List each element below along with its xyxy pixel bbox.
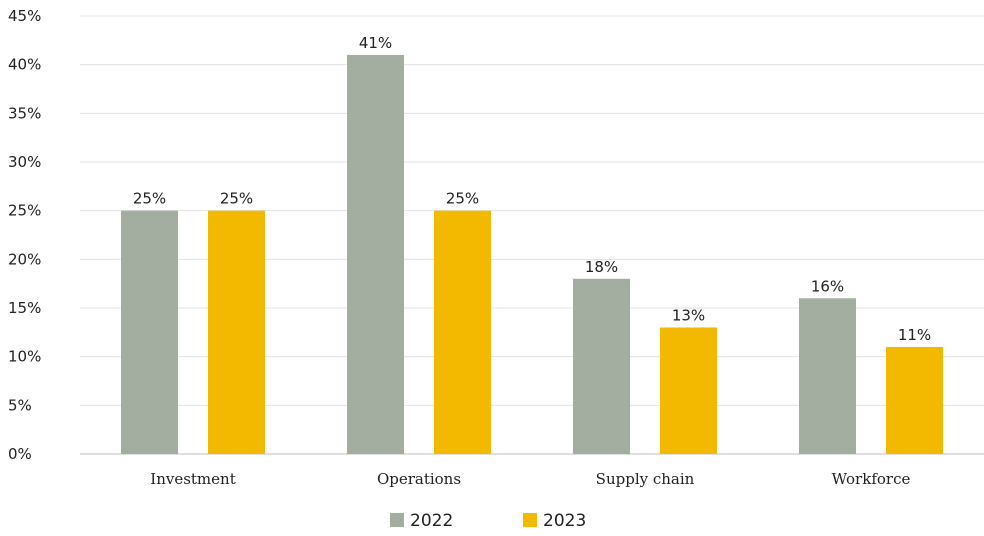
bars <box>121 54 943 454</box>
data-label: 13% <box>672 306 705 324</box>
data-label: 25% <box>220 190 253 208</box>
bar-2023-workforce <box>886 346 943 454</box>
data-labels: 25% 25% 41% 25% 18% 13% 16% 11% <box>133 34 931 344</box>
y-tick-label: 30% <box>8 153 41 171</box>
legend-label: 2023 <box>543 511 586 531</box>
y-tick-label: 45% <box>8 7 41 25</box>
bar-2023-investment <box>208 210 265 454</box>
data-label: 25% <box>133 190 166 208</box>
y-tick-label: 0% <box>8 445 32 463</box>
y-tick-label: 5% <box>8 396 32 414</box>
x-axis-categories: Investment Operations Supply chain Workforc… <box>150 470 910 488</box>
data-label: 18% <box>585 258 618 276</box>
y-tick-label: 15% <box>8 299 41 317</box>
bar-2022-supply-chain <box>573 278 630 454</box>
bar-2022-operations <box>347 54 404 454</box>
data-label: 11% <box>898 326 931 344</box>
data-label: 16% <box>811 277 844 295</box>
data-label: 25% <box>446 190 479 208</box>
y-tick-label: 20% <box>8 250 41 268</box>
category-label: Investment <box>150 470 235 488</box>
legend-swatch-2022 <box>390 513 404 527</box>
legend-swatch-2023 <box>523 513 537 527</box>
category-label: Operations <box>377 470 461 488</box>
bar-2022-workforce <box>799 298 856 454</box>
data-label: 41% <box>359 34 392 52</box>
bar-2022-investment <box>121 210 178 454</box>
y-tick-label: 25% <box>8 202 41 220</box>
category-label: Workforce <box>832 470 911 488</box>
y-tick-label: 10% <box>8 348 41 366</box>
bar-2023-supply-chain <box>660 327 717 454</box>
legend-label: 2022 <box>410 511 453 531</box>
y-tick-label: 35% <box>8 104 41 122</box>
category-label: Supply chain <box>596 470 695 488</box>
y-axis-ticks: 0% 5% 10% 15% 20% 25% 30% 35% 40% 45% <box>8 7 41 463</box>
bar-2023-operations <box>434 210 491 454</box>
legend: 2022 2023 <box>390 511 586 531</box>
y-tick-label: 40% <box>8 56 41 74</box>
